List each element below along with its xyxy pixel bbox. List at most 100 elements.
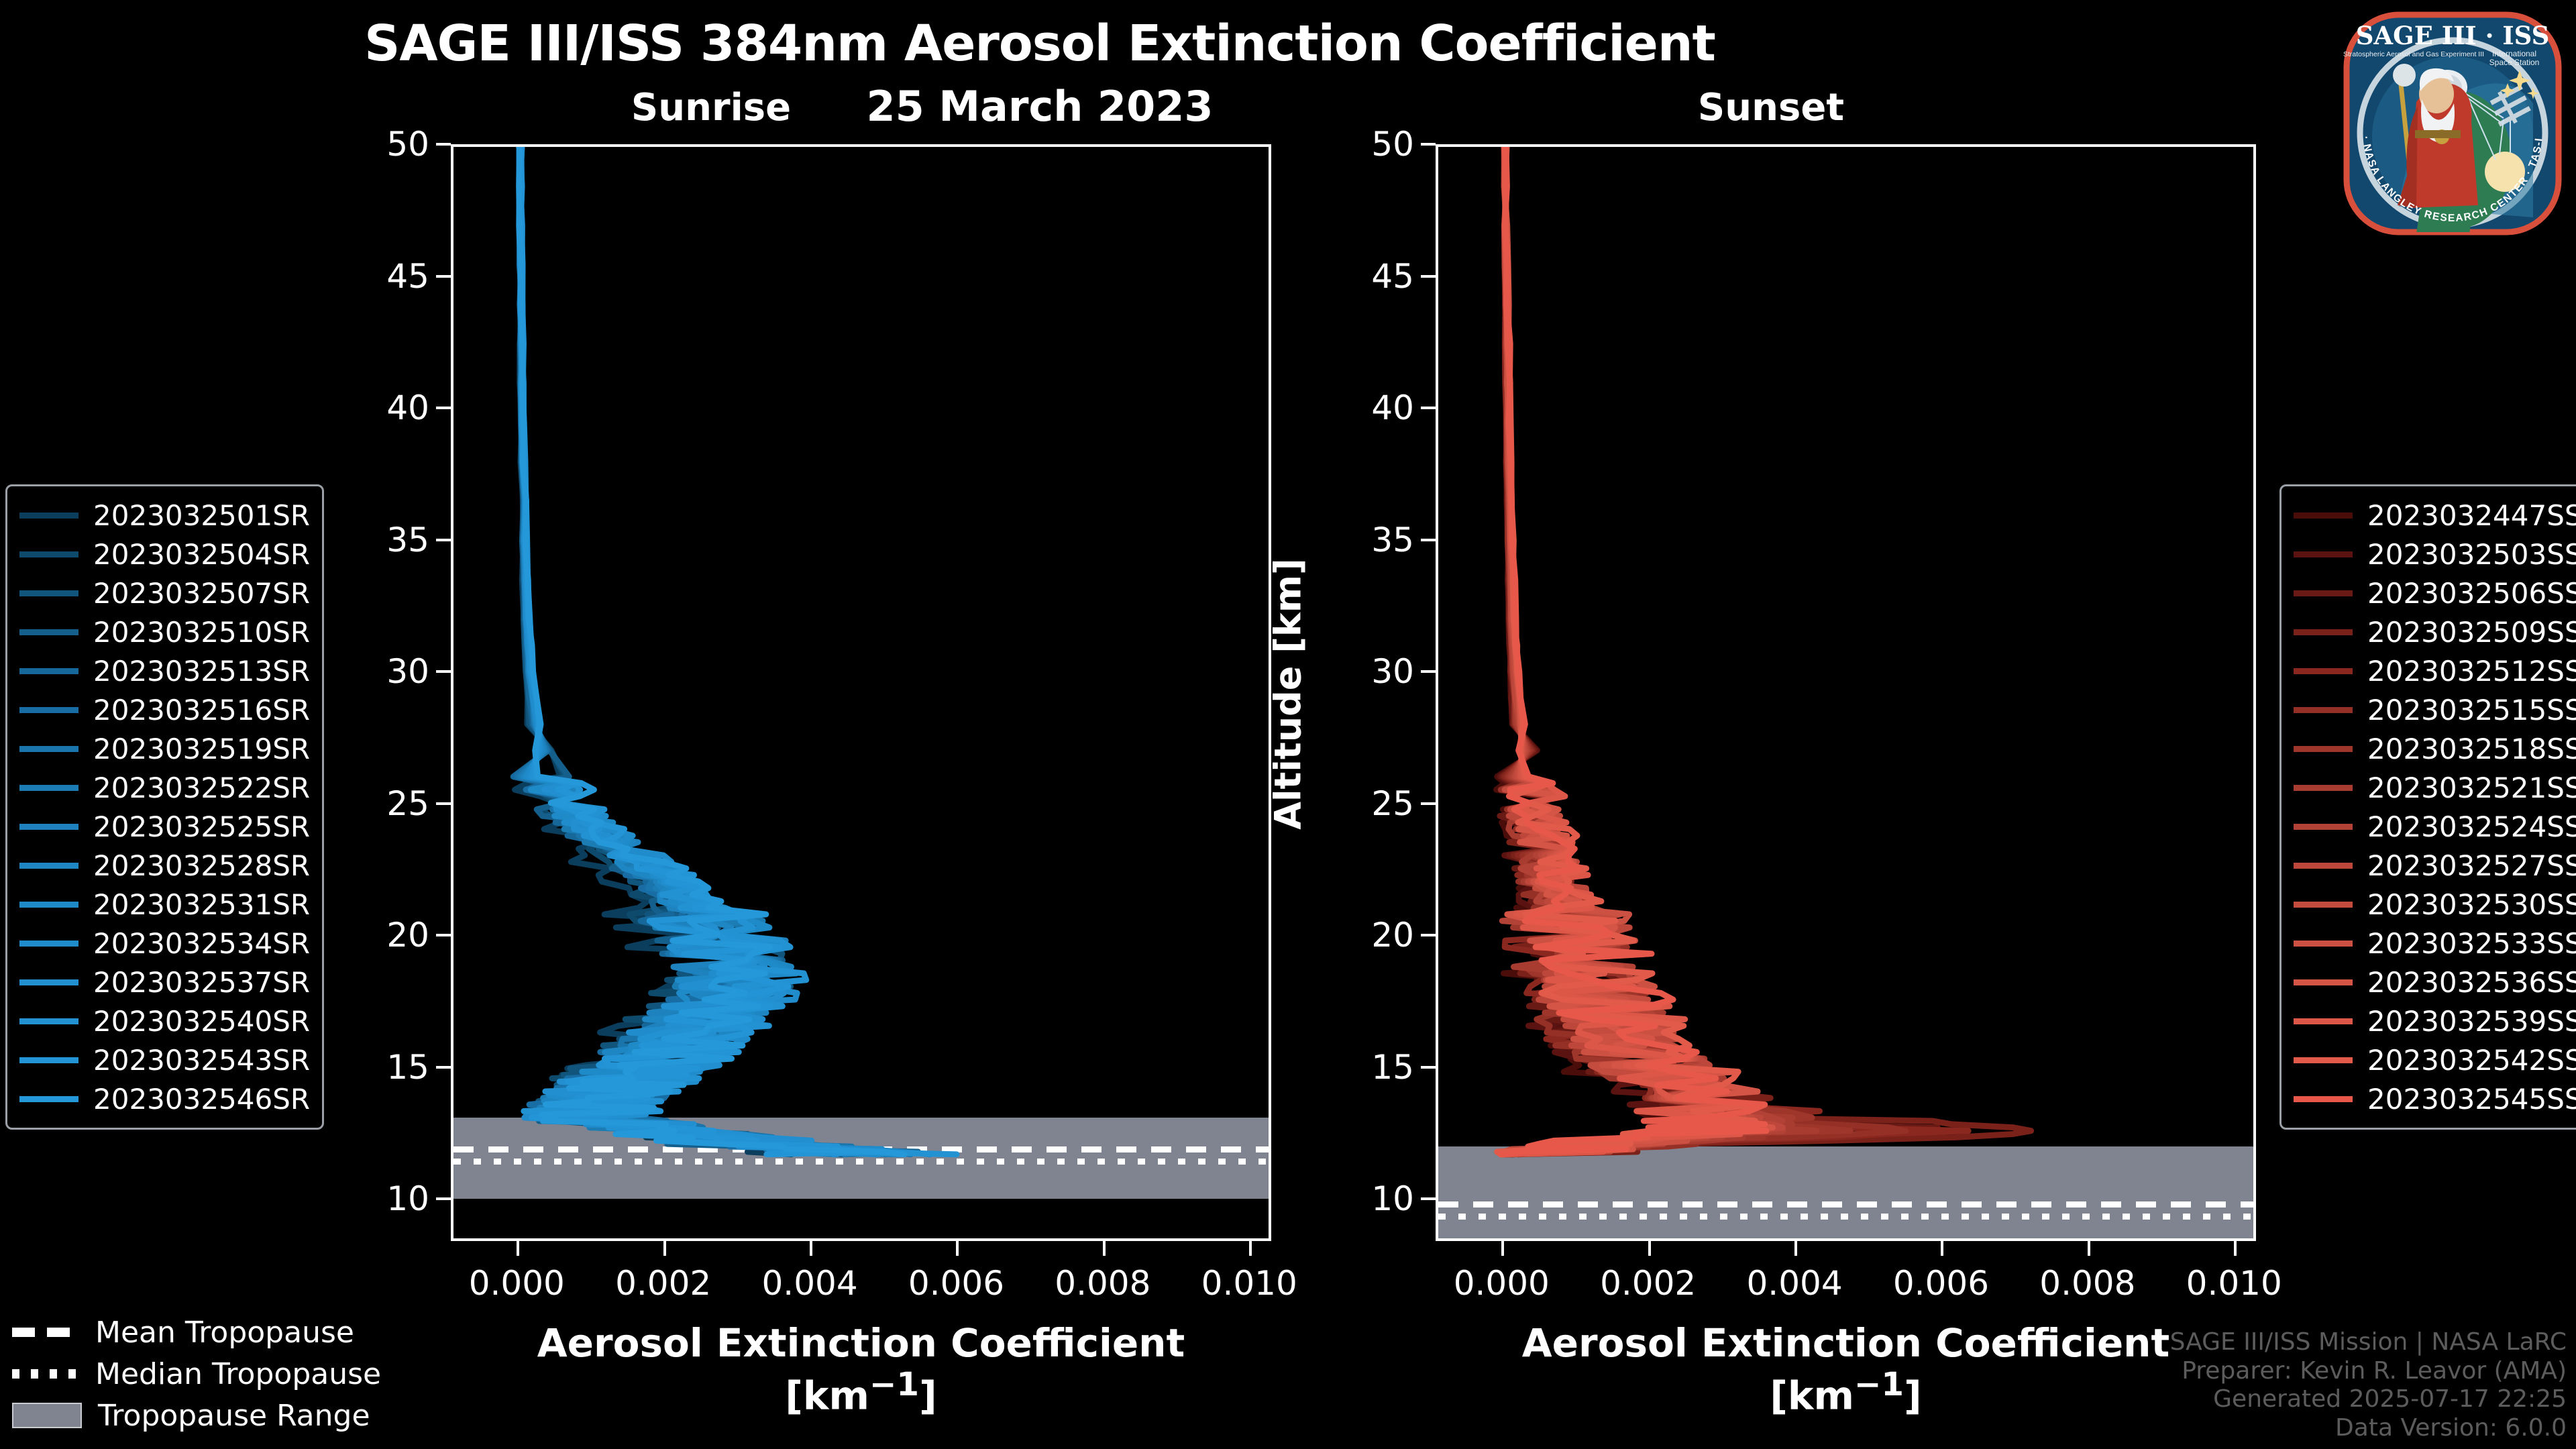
x-axis-tick-mark bbox=[517, 1241, 520, 1256]
legend-item-label: 2023032546SR bbox=[93, 1082, 311, 1116]
legend-item[interactable]: 2023032528SR bbox=[19, 846, 310, 885]
legend-item-label: 2023032534SR bbox=[93, 926, 311, 960]
legend-color-swatch bbox=[2294, 551, 2353, 557]
legend-color-swatch bbox=[2294, 979, 2353, 985]
logo-sub-right-line2: Space Station bbox=[2489, 58, 2540, 67]
x-axis-tick-mark bbox=[810, 1241, 813, 1256]
legend-item[interactable]: 2023032531SR bbox=[19, 885, 310, 924]
legend-color-swatch bbox=[19, 901, 78, 908]
y-axis-tick-label: 25 bbox=[1371, 784, 1414, 823]
x-axis-tick-label: 0.008 bbox=[2039, 1264, 2136, 1303]
legend-color-swatch bbox=[19, 551, 78, 557]
y-axis-tick-label: 50 bbox=[386, 125, 429, 164]
legend-item[interactable]: 2023032537SR bbox=[19, 963, 310, 1002]
legend-color-swatch bbox=[2294, 1095, 2353, 1102]
y-axis-tick-mark bbox=[436, 143, 451, 146]
y-axis-tick-mark bbox=[1421, 143, 1436, 146]
y-axis-tick-label: 10 bbox=[386, 1179, 429, 1219]
legend-color-swatch bbox=[19, 667, 78, 674]
legend-item[interactable]: 2023032512SS bbox=[2294, 651, 2576, 690]
page-subtitle: 25 March 2023 bbox=[866, 82, 1214, 131]
x-axis-tick-mark bbox=[1501, 1241, 1505, 1256]
y-axis-tick-mark bbox=[436, 274, 451, 278]
y-axis-tick-mark bbox=[436, 538, 451, 541]
legend-color-swatch bbox=[2294, 823, 2353, 830]
series-line bbox=[516, 147, 908, 1158]
legend-item[interactable]: 2023032503SS bbox=[2294, 535, 2576, 574]
legend-item[interactable]: 2023032543SR bbox=[19, 1040, 310, 1079]
legend-item[interactable]: 2023032536SS bbox=[2294, 963, 2576, 1002]
legend-item-label: 2023032525SR bbox=[93, 810, 311, 843]
y-axis-tick-mark bbox=[1421, 407, 1436, 410]
sunset-y-axis-label: Altitude [km] bbox=[1267, 557, 1309, 830]
legend-item[interactable]: 2023032521SS bbox=[2294, 768, 2576, 807]
logo-sub-right-line1: International bbox=[2492, 49, 2536, 58]
legend-item[interactable]: 2023032518SS bbox=[2294, 729, 2576, 768]
legend-item-label: 2023032506SS bbox=[2367, 576, 2576, 610]
y-axis-tick-label: 15 bbox=[1371, 1047, 1414, 1087]
x-axis-tick-label: 0.004 bbox=[1746, 1264, 1843, 1303]
y-axis-tick-label: 30 bbox=[386, 652, 429, 692]
sunrise-panel-label: Sunrise bbox=[631, 86, 792, 129]
legend-item[interactable]: 2023032501SR bbox=[19, 496, 310, 535]
legend-item[interactable]: 2023032507SR bbox=[19, 574, 310, 612]
legend-item-label: 2023032447SS bbox=[2367, 498, 2576, 532]
series-line bbox=[516, 147, 849, 1158]
tropopause-legend-label: Mean Tropopause bbox=[95, 1315, 354, 1350]
y-axis-tick-label: 35 bbox=[1371, 520, 1414, 559]
y-axis-tick-label: 45 bbox=[386, 256, 429, 296]
legend-item[interactable]: 2023032545SS bbox=[2294, 1079, 2576, 1118]
y-axis-tick-label: 25 bbox=[386, 784, 429, 823]
legend-item[interactable]: 2023032522SR bbox=[19, 768, 310, 807]
legend-color-swatch bbox=[19, 979, 78, 985]
x-axis-tick-mark bbox=[2087, 1241, 2090, 1256]
legend-item[interactable]: 2023032516SR bbox=[19, 690, 310, 729]
y-axis-tick-label: 20 bbox=[386, 916, 429, 955]
y-axis-tick-label: 50 bbox=[1371, 125, 1414, 164]
legend-item[interactable]: 2023032540SR bbox=[19, 1002, 310, 1040]
x-axis-tick-mark bbox=[2234, 1241, 2237, 1256]
y-axis-tick-mark bbox=[1421, 1065, 1436, 1069]
legend-color-swatch bbox=[19, 1095, 78, 1102]
sunrise-x-axis-label: Aerosol Extinction Coefficient bbox=[537, 1320, 1185, 1366]
legend-item-label: 2023032515SS bbox=[2367, 693, 2576, 727]
legend-item-label: 2023032503SS bbox=[2367, 537, 2576, 571]
legend-color-swatch bbox=[19, 629, 78, 635]
y-axis-tick-mark bbox=[436, 934, 451, 937]
credits-line: Generated 2025-07-17 22:25 bbox=[2213, 1385, 2567, 1413]
legend-item[interactable]: 2023032527SS bbox=[2294, 846, 2576, 885]
y-axis-tick-label: 30 bbox=[1371, 652, 1414, 692]
legend-item[interactable]: 2023032504SR bbox=[19, 535, 310, 574]
legend-item[interactable]: 2023032546SR bbox=[19, 1079, 310, 1118]
legend-item[interactable]: 2023032513SR bbox=[19, 651, 310, 690]
legend-item[interactable]: 2023032519SR bbox=[19, 729, 310, 768]
legend-item[interactable]: 2023032510SR bbox=[19, 612, 310, 651]
legend-item[interactable]: 2023032524SS bbox=[2294, 807, 2576, 846]
tropopause-legend-item: Median Tropopause bbox=[12, 1353, 381, 1395]
legend-item[interactable]: 2023032534SR bbox=[19, 924, 310, 963]
tropopause-legend-item: Tropopause Range bbox=[12, 1395, 381, 1436]
legend-item[interactable]: 2023032509SS bbox=[2294, 612, 2576, 651]
legend-item[interactable]: 2023032542SS bbox=[2294, 1040, 2576, 1079]
y-axis-tick-label: 45 bbox=[1371, 256, 1414, 296]
legend-color-swatch bbox=[19, 784, 78, 791]
legend-item[interactable]: 2023032539SS bbox=[2294, 1002, 2576, 1040]
legend-item[interactable]: 2023032530SS bbox=[2294, 885, 2576, 924]
sunset-legend[interactable]: 2023032447SS 2023032503SS 2023032506SS 2023… bbox=[2279, 484, 2576, 1130]
legend-item-label: 2023032516SR bbox=[93, 693, 311, 727]
legend-item[interactable]: 2023032533SS bbox=[2294, 924, 2576, 963]
sunrise-legend[interactable]: 2023032501SR 2023032504SR 2023032507SR 2023… bbox=[5, 484, 325, 1130]
legend-item[interactable]: 2023032506SS bbox=[2294, 574, 2576, 612]
legend-color-swatch bbox=[2294, 629, 2353, 635]
legend-color-swatch bbox=[2294, 590, 2353, 596]
legend-item[interactable]: 2023032525SR bbox=[19, 807, 310, 846]
legend-item-label: 2023032509SS bbox=[2367, 615, 2576, 649]
legend-item-label: 2023032519SR bbox=[93, 732, 311, 765]
tropopause-legend: Mean Tropopause Median Tropopause Tropopau… bbox=[12, 1311, 381, 1436]
legend-item[interactable]: 2023032447SS bbox=[2294, 496, 2576, 535]
legend-item-label: 2023032528SR bbox=[93, 849, 311, 882]
legend-item[interactable]: 2023032515SS bbox=[2294, 690, 2576, 729]
tropopause-legend-marker bbox=[12, 1403, 82, 1428]
legend-item-label: 2023032512SS bbox=[2367, 654, 2576, 688]
sunset-mean-tropopause-line bbox=[1438, 1201, 2253, 1208]
